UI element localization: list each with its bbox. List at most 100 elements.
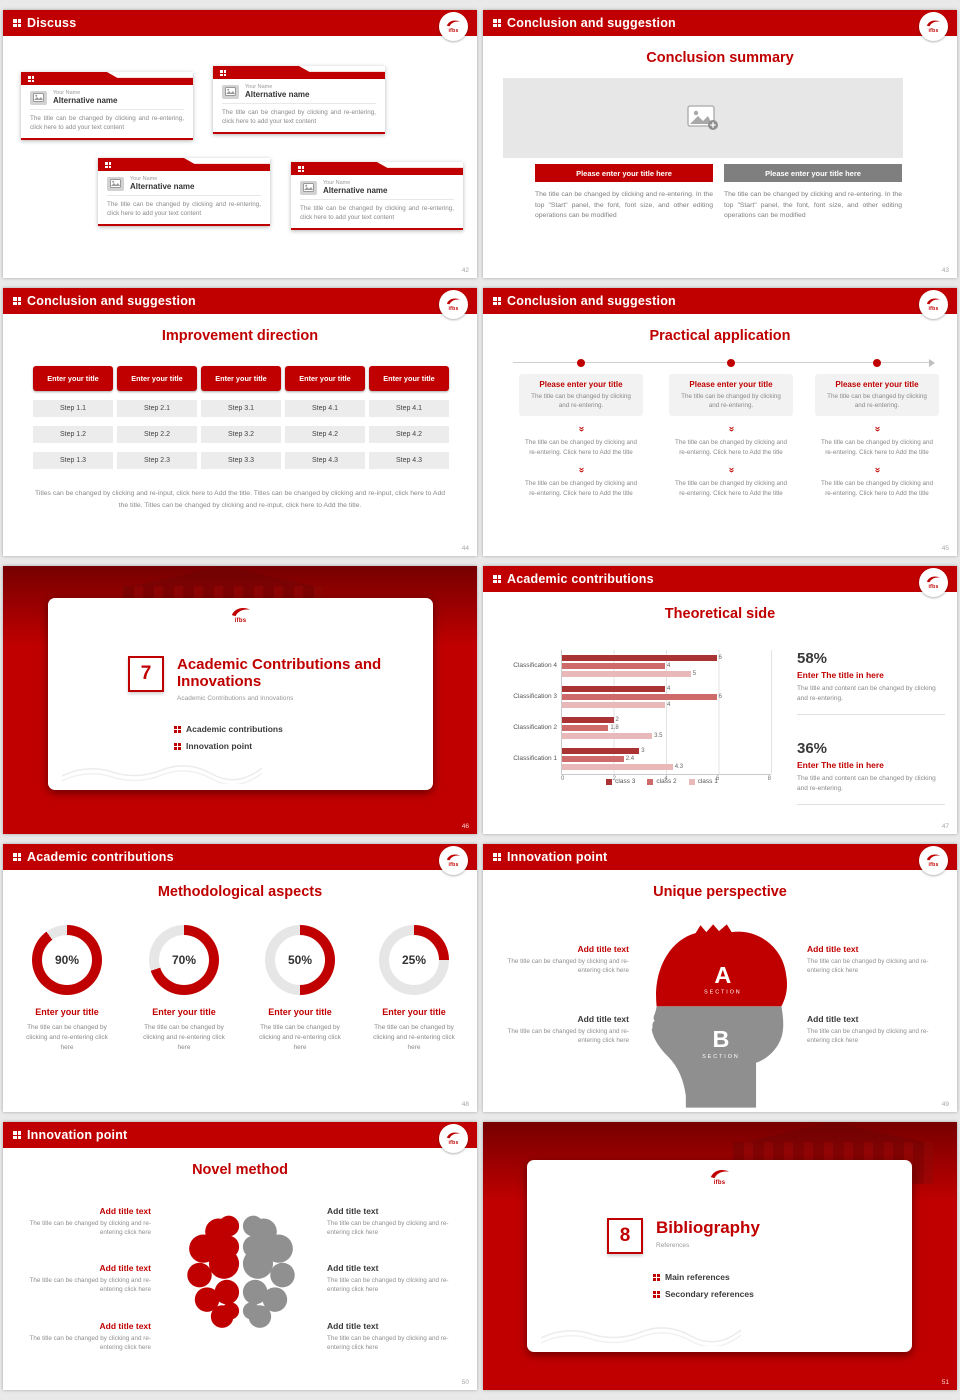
column-title-button: Enter your title	[369, 366, 449, 391]
folder-tab	[98, 158, 270, 171]
slide-header-bar: Academic contributions	[483, 566, 957, 592]
header-dots-icon	[493, 575, 501, 583]
slide-title: Practical application	[649, 328, 791, 344]
title-button-red: Please enter your title here	[535, 164, 713, 182]
stat-body: The title and content can be changed by …	[797, 685, 936, 703]
step-box: Step 2.2	[117, 426, 197, 443]
step-box: Step 3.1	[201, 400, 281, 417]
head-silhouette-graphic: A SECTION B SECTION	[651, 924, 788, 1108]
section-bullet: Academic contributions	[174, 724, 283, 734]
slide-header-title: Conclusion and suggestion	[27, 294, 196, 308]
header-dots-icon	[493, 853, 501, 861]
bullet-dots-icon	[653, 1273, 660, 1281]
ifbs-logo: ifbs	[48, 606, 433, 624]
donut-block: 50% Enter your title The title can be ch…	[244, 925, 356, 1052]
card-alt-name: Alternative name	[53, 96, 118, 105]
picture-plus-icon	[687, 105, 718, 130]
logo-swoosh-icon	[446, 20, 461, 27]
donut-chart: 70%	[149, 925, 219, 995]
page-number: 49	[941, 1101, 949, 1108]
slide-51-section-bibliography[interactable]: ifbs 8 Bibliography References Main refe…	[483, 1122, 957, 1390]
logo-text: ifbs	[448, 28, 459, 34]
step-box: Step 4.1	[369, 400, 449, 417]
slide-50-novel-method[interactable]: Innovation point ifbs Novel method Add t…	[3, 1122, 477, 1390]
body-paragraph: The title can be changed by clicking and…	[724, 191, 902, 220]
donut-block: 90% Enter your title The title can be ch…	[11, 925, 123, 1052]
step-box: Step 4.2	[369, 426, 449, 443]
slide-47-theoretical-side[interactable]: Academic contributions ifbs Theoretical …	[483, 566, 957, 834]
section-bullet: Innovation point	[174, 741, 283, 751]
donut-percentage: 90%	[54, 953, 80, 967]
logo-swoosh-icon	[926, 576, 941, 583]
ifbs-logo: ifbs	[919, 568, 948, 597]
slide-42-discuss[interactable]: Discuss ifbs Your Name Alternative name …	[3, 10, 477, 278]
bullet-dots-icon	[653, 1290, 660, 1298]
block-body: The title can be changed by clicking and…	[327, 1335, 449, 1352]
logo-swoosh-icon	[446, 298, 461, 305]
logo-swoosh-icon	[926, 854, 941, 861]
block-title: Add title text	[99, 1321, 151, 1331]
column-title-button: Enter your title	[117, 366, 197, 391]
stat-block: 36% Enter The title in here The title an…	[797, 740, 945, 806]
step-box: Step 2.3	[117, 452, 197, 469]
slide-header-bar: Conclusion and suggestion	[483, 288, 957, 314]
chart-legend: class 3 class 2 class 1	[557, 778, 767, 785]
header-dots-icon	[13, 19, 21, 27]
brain-graphic	[187, 1215, 295, 1328]
logo-swoosh-icon	[446, 1132, 461, 1139]
donut-chart: 50%	[265, 925, 335, 995]
section-subtitle: Academic Contributions and Innovations	[177, 694, 294, 702]
logo-swoosh-icon	[231, 608, 250, 617]
donut-body: The title can be changed by clicking and…	[259, 1024, 341, 1051]
slide-46-section-academic-contributions[interactable]: ifbs 7 Academic Contributions and Innova…	[3, 566, 477, 834]
column-block: The title can be changed by clicking and…	[524, 439, 638, 456]
column-title-button: Enter your title	[285, 366, 365, 391]
folder-card: Your Name Alternative name The title can…	[98, 158, 270, 227]
card-body-text: The title can be changed by clicking and…	[107, 201, 261, 218]
block-title: Add title text	[99, 1206, 151, 1216]
stat-title: Enter The title in here	[797, 760, 884, 770]
slide-49-unique-perspective[interactable]: Innovation point ifbs Unique perspective…	[483, 844, 957, 1112]
ifbs-logo: ifbs	[919, 846, 948, 875]
slide-title: Unique perspective	[653, 884, 787, 900]
avatar-placeholder-icon	[107, 176, 124, 191]
section-a-letter: A	[714, 962, 731, 988]
section-card: ifbs 7 Academic Contributions and Innova…	[48, 598, 433, 790]
timeline-column: Please enter your title The title can be…	[519, 374, 643, 498]
header-dots-icon	[13, 297, 21, 305]
column-block: The title can be changed by clicking and…	[524, 480, 638, 497]
avatar-placeholder-icon	[30, 90, 47, 105]
page-number: 50	[461, 1379, 469, 1386]
chevron-down-icon: »	[725, 467, 737, 472]
header-dots-icon	[13, 1131, 21, 1139]
slide-header-title: Academic contributions	[507, 572, 654, 586]
stat-block: 58% Enter The title in here The title an…	[797, 650, 945, 716]
slide-44-improvement-direction[interactable]: Conclusion and suggestion ifbs Improveme…	[3, 288, 477, 556]
block-title: Add title text	[327, 1263, 379, 1273]
column-block: The title can be changed by clicking and…	[820, 480, 934, 497]
stat-percentage: 36%	[797, 740, 828, 757]
slide-43-conclusion-summary[interactable]: Conclusion and suggestion ifbs Conclusio…	[483, 10, 957, 278]
logo-text: ifbs	[234, 618, 247, 624]
card-name-label: Your Name	[323, 180, 351, 186]
stat-body: The title and content can be changed by …	[797, 775, 936, 793]
donut-body: The title can be changed by clicking and…	[26, 1024, 108, 1051]
wave-decoration	[541, 1327, 741, 1346]
section-bullet: Main references	[653, 1272, 754, 1282]
page-number: 47	[941, 823, 949, 830]
page-number: 43	[941, 267, 949, 274]
slide-header-bar: Conclusion and suggestion	[3, 288, 477, 314]
step-box: Step 3.3	[201, 452, 281, 469]
logo-text: ifbs	[713, 1180, 726, 1186]
timeline-line	[513, 358, 935, 367]
block-body: The title can be changed by clicking and…	[807, 958, 929, 975]
slide-header-bar: Innovation point	[483, 844, 957, 870]
section-b-letter: B	[712, 1026, 729, 1052]
step-column: Enter your title Step 3.1 Step 3.2 Step …	[201, 366, 281, 469]
wave-decoration	[62, 765, 262, 784]
slide-45-practical-application[interactable]: Conclusion and suggestion ifbs Practical…	[483, 288, 957, 556]
body-paragraph: The title can be changed by clicking and…	[535, 191, 713, 220]
slide-48-methodological-aspects[interactable]: Academic contributions ifbs Methodologic…	[3, 844, 477, 1112]
block-title: Add title text	[327, 1321, 379, 1331]
